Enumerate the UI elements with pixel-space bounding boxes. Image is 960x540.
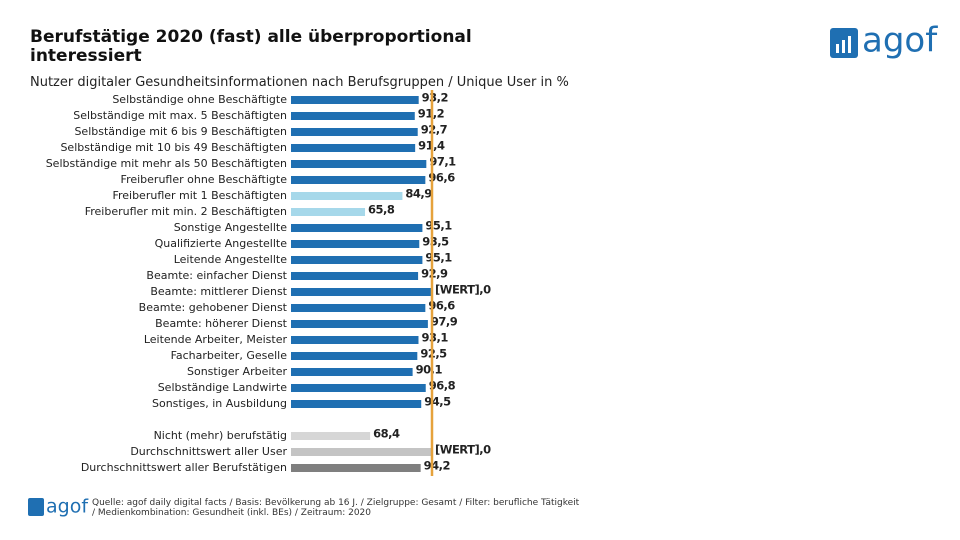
- bar: [291, 160, 427, 168]
- value-label: 93,1: [421, 331, 448, 345]
- value-label: 65,8: [368, 203, 395, 217]
- value-label: [WERT],0: [435, 443, 491, 457]
- value-label: 96,8: [429, 379, 456, 393]
- category-label: Sonstiger Arbeiter: [187, 365, 287, 378]
- value-label: 94,2: [424, 459, 450, 473]
- value-label: 94,5: [424, 395, 451, 409]
- category-label: Beamte: höherer Dienst: [155, 317, 288, 330]
- value-label: 84,9: [405, 187, 432, 201]
- bar: [291, 448, 432, 456]
- value-label: 97,1: [429, 155, 456, 169]
- value-label: 90,1: [416, 363, 443, 377]
- logo-icon-bar: [842, 40, 845, 53]
- logo-icon: [28, 498, 44, 516]
- bar: [291, 320, 428, 328]
- subtitle-box: Nutzer digitaler Gesundheitsinformatione…: [30, 75, 569, 90]
- category-label: Selbständige mit mehr als 50 Beschäftigt…: [46, 157, 287, 170]
- category-label: Selbständige Landwirte: [158, 381, 288, 394]
- bar: [291, 464, 421, 472]
- value-label: 68,4: [373, 427, 400, 441]
- bar: [291, 96, 419, 104]
- bar: [291, 128, 418, 136]
- bar: [291, 208, 366, 216]
- bar: [291, 304, 426, 312]
- value-label: 97,9: [431, 315, 458, 329]
- logo-top: agof: [830, 21, 938, 61]
- source-box: Quelle: agof daily digital facts / Basis…: [92, 498, 580, 518]
- category-label: Facharbeiter, Geselle: [171, 349, 288, 362]
- bar: [291, 272, 419, 280]
- category-label: Beamte: mittlerer Dienst: [150, 285, 287, 298]
- value-label: 95,1: [425, 219, 452, 233]
- source: Quelle: agof daily digital facts / Basis…: [92, 498, 580, 518]
- logo-icon-bar: [848, 36, 851, 53]
- category-label: Selbständige ohne Beschäftigte: [112, 93, 287, 106]
- bar: [291, 368, 413, 376]
- value-label: 96,6: [428, 171, 455, 185]
- value-label: 95,1: [425, 251, 452, 265]
- value-label: 93,2: [422, 91, 448, 105]
- bar: [291, 224, 423, 232]
- bar: [291, 400, 422, 408]
- category-label: Freiberufler ohne Beschäftigte: [121, 173, 288, 186]
- category-label: Sonstige Angestellte: [174, 221, 288, 234]
- value-label: 93,5: [422, 235, 449, 249]
- logo-text: agof: [46, 496, 89, 518]
- category-label: Leitende Arbeiter, Meister: [144, 333, 288, 346]
- category-label: Freiberufler mit 1 Beschäftigten: [112, 189, 287, 202]
- value-label: 92,7: [421, 123, 448, 137]
- category-label: Beamte: gehobener Dienst: [139, 301, 288, 314]
- bar: [291, 384, 426, 392]
- logo-text: agof: [862, 21, 938, 61]
- logo-bottom: agof: [28, 496, 89, 518]
- category-label: Nicht (mehr) berufstätig: [154, 429, 287, 442]
- bar: [291, 432, 371, 440]
- category-label: Selbständige mit max. 5 Beschäftigten: [73, 109, 287, 122]
- category-label: Durchschnittswert aller Berufstätigen: [81, 461, 287, 474]
- bar: [291, 256, 423, 264]
- title-box: Berufstätige 2020 (fast) alle überpropor…: [30, 28, 472, 66]
- plot: Selbständige ohne Beschäftigte 93,2 Selbst…: [46, 90, 492, 476]
- category-label: Durchschnittswert aller User: [130, 445, 287, 458]
- category-label: Freiberufler mit min. 2 Beschäftigten: [85, 205, 287, 218]
- value-label: 92,5: [420, 347, 447, 361]
- category-label: Selbständige mit 10 bis 49 Beschäftigten: [60, 141, 287, 154]
- value-label: 96,6: [428, 299, 455, 313]
- category-label: Qualifizierte Angestellte: [155, 237, 288, 250]
- bar: [291, 240, 420, 248]
- bar: [291, 144, 416, 152]
- category-label: Sonstiges, in Ausbildung: [152, 397, 287, 410]
- category-label: Beamte: einfacher Dienst: [146, 269, 287, 282]
- bar: [291, 336, 419, 344]
- logo-icon-bar: [836, 44, 839, 53]
- bar: [291, 352, 418, 360]
- title: Berufstätige 2020 (fast) alle überpropor…: [30, 28, 472, 66]
- value-label: 92,9: [421, 267, 448, 281]
- category-label: Selbständige mit 6 bis 9 Beschäftigten: [74, 125, 287, 138]
- bar: [291, 192, 403, 200]
- bar: [291, 112, 415, 120]
- category-label: Leitende Angestellte: [174, 253, 288, 266]
- value-label: [WERT],0: [435, 283, 491, 297]
- bar: [291, 176, 426, 184]
- bar: [291, 288, 432, 296]
- subtitle: Nutzer digitaler Gesundheitsinformatione…: [30, 75, 569, 90]
